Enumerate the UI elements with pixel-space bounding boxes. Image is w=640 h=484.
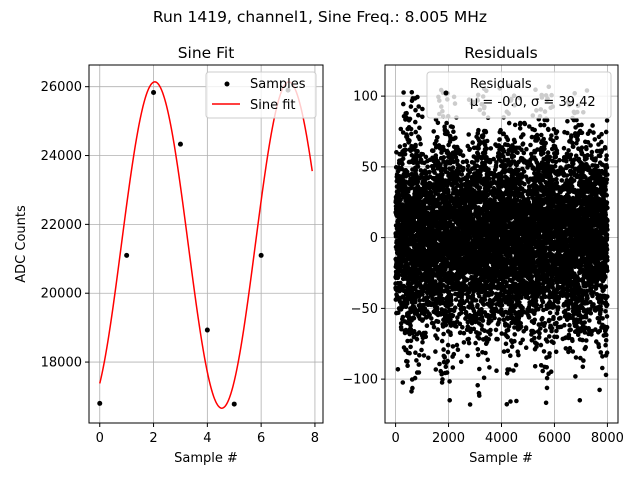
- sample-point-0: [97, 400, 103, 406]
- residual-points-cloud: [393, 83, 610, 407]
- sine-fit-ylabel: ADC Counts: [14, 205, 29, 283]
- sine-fit-ytick-label-3: 24000: [41, 149, 82, 164]
- residuals-xtick-label-3: 6000: [538, 431, 571, 446]
- residuals-xtick-label-1: 2000: [432, 431, 465, 446]
- residuals-ticks: 0 2000 4000 6000 8000 −100 −50 0 50 100: [342, 90, 624, 446]
- sample-point-2: [151, 90, 157, 96]
- sine-fit-ytick-label-1: 20000: [41, 287, 82, 302]
- residuals-ytick-label-3: 50: [361, 160, 378, 175]
- residuals-panel: Residuals 0 2000 4000 6000 8000 −100 −50 0 50 100…: [342, 44, 624, 466]
- residuals-ytick-label-2: 0: [370, 231, 378, 246]
- sine-fit-xtick-label-4: 8: [311, 431, 319, 446]
- sample-point-4: [204, 327, 210, 333]
- sine-fit-plot-area: [89, 65, 323, 423]
- sine-fit-legend: Samples Sine fit: [205, 71, 317, 119]
- legend-samples-label: Samples: [250, 77, 306, 92]
- residuals-ytick-label-1: −50: [351, 302, 378, 317]
- sine-fit-title: Sine Fit: [178, 44, 235, 62]
- residuals-title: Residuals: [464, 44, 538, 62]
- sine-fit-ticks: 0 2 4 6 8 18000 20000 22000 24000 26000: [41, 80, 319, 446]
- residuals-ytick-label-4: 100: [353, 90, 378, 105]
- residuals-xtick-label-0: 0: [391, 431, 399, 446]
- sine-fit-ytick-label-0: 18000: [41, 356, 82, 371]
- figure-suptitle: Run 1419, channel1, Sine Freq.: 8.005 MH…: [153, 8, 487, 26]
- residuals-ytick-label-0: −100: [342, 373, 378, 388]
- legend-samples-marker: [224, 81, 230, 87]
- sine-fit-panel: Sine Fit 0 2 4 6 81800020000220002400026000 …: [14, 44, 324, 466]
- sample-point-6: [258, 252, 264, 258]
- sample-point-3: [177, 141, 183, 147]
- legend-sine-fit-label: Sine fit: [250, 98, 296, 113]
- sine-fit-frame: [88, 64, 324, 424]
- residuals-xtick-label-4: 8000: [591, 431, 624, 446]
- residuals-xtick-label-2: 4000: [485, 431, 518, 446]
- residuals-legend: Residuals μ = -0.0, σ = 39.42: [426, 71, 612, 119]
- sine-fit-xtick-label-2: 4: [203, 431, 211, 446]
- legend-residuals-stats: μ = -0.0, σ = 39.42: [470, 95, 596, 110]
- sine-fit-ytick-label-4: 26000: [41, 80, 82, 95]
- sine-fit-ytick-label-2: 22000: [41, 218, 82, 233]
- legend-residuals-marker: [443, 90, 449, 96]
- sine-fit-xlabel: Sample #: [174, 451, 238, 466]
- sine-fit-xtick-label-3: 6: [257, 431, 265, 446]
- residual-points: [393, 83, 610, 407]
- sample-point-5: [231, 401, 237, 407]
- sine-fit-xtick-label-0: 0: [96, 431, 104, 446]
- legend-residuals-label: Residuals: [470, 77, 532, 92]
- sine-fit-xtick-label-1: 2: [149, 431, 157, 446]
- residuals-xlabel: Sample #: [469, 451, 533, 466]
- sample-point-1: [124, 252, 130, 258]
